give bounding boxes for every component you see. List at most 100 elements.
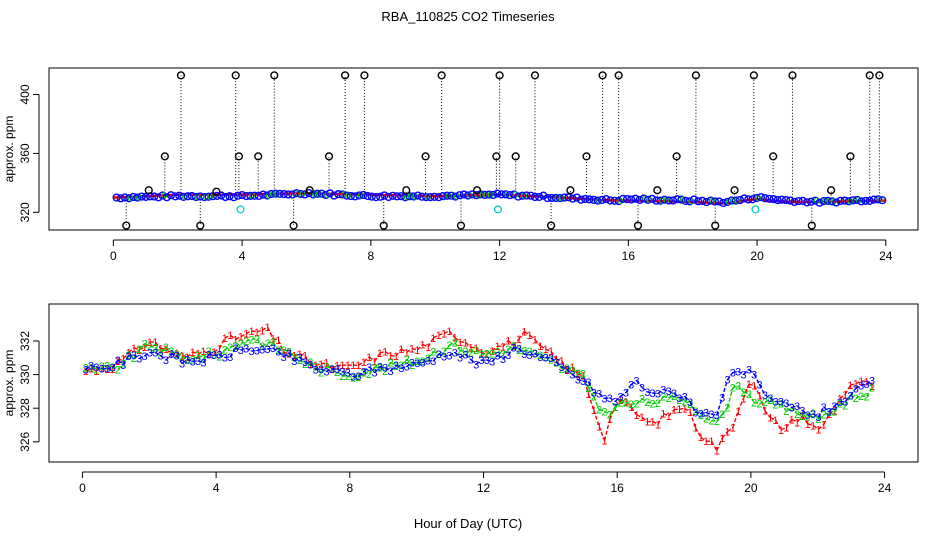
series-1-segment (684, 407, 691, 413)
analyzer-point (786, 196, 795, 205)
series-3-segment (641, 386, 648, 393)
series-3-marker: 3 (206, 349, 212, 361)
series-3-segment (583, 380, 589, 383)
series-1-marker: 1 (527, 330, 533, 342)
spike-point (691, 71, 701, 80)
analyzer-point (359, 190, 368, 200)
series-1-marker: 1 (666, 411, 672, 423)
series-3-segment (844, 394, 852, 403)
series-3-segment (555, 361, 563, 368)
series-2-marker: 2 (564, 363, 570, 375)
series-1-segment (90, 367, 97, 372)
series-2-segment (454, 341, 461, 352)
spike-point (749, 71, 758, 80)
series-2-segment (101, 364, 108, 367)
x-tick-label: 16 (622, 249, 636, 263)
analyzer-point (614, 196, 623, 206)
series-1-segment (663, 412, 669, 417)
series-3-marker: 3 (789, 403, 795, 415)
series-3-segment (497, 354, 504, 360)
series-3-marker: 3 (660, 384, 666, 396)
series-3-segment (684, 396, 691, 403)
analyzer-point-green (688, 198, 695, 205)
series-2-segment (705, 418, 712, 422)
analyzer-point (731, 196, 740, 205)
analyzer-point (271, 189, 280, 198)
series-1-marker: 1 (457, 337, 463, 349)
series-3-marker: 3 (334, 364, 340, 376)
analyzer-point (556, 193, 565, 203)
series-1-marker: 1 (388, 351, 394, 363)
series-3-marker: 3 (708, 409, 714, 421)
series-2-marker: 2 (537, 350, 543, 362)
series-2-marker: 2 (500, 349, 506, 361)
analyzer-point (597, 195, 607, 205)
series-3-segment (299, 356, 306, 363)
series-3-segment (309, 363, 317, 370)
series-1-segment (620, 399, 627, 403)
series-2-segment (181, 355, 188, 361)
analyzer-point (250, 191, 259, 200)
series-3-marker: 3 (425, 355, 431, 367)
series-1-marker: 1 (281, 347, 287, 359)
x-tick-label: 8 (368, 249, 375, 263)
analyzer-point (631, 194, 640, 203)
series-3-segment (849, 387, 857, 396)
series-1-marker: 1 (382, 347, 388, 359)
series-2-marker: 2 (730, 383, 736, 395)
series-2-segment (400, 358, 408, 366)
analyzer-point (455, 191, 464, 200)
series-3-marker: 3 (607, 393, 613, 405)
analyzer-point (710, 197, 720, 206)
analyzer-point (811, 196, 820, 205)
series-1-marker: 1 (286, 348, 292, 360)
series-2-segment (647, 401, 653, 405)
series-3-marker: 3 (259, 344, 265, 356)
series-3-marker: 3 (436, 349, 442, 361)
series-1-marker: 1 (698, 432, 704, 444)
series-2-segment (481, 352, 487, 355)
series-3-marker: 3 (799, 406, 805, 418)
series-2-marker: 2 (516, 345, 522, 357)
series-1-segment (400, 348, 408, 353)
series-3-segment (122, 355, 130, 366)
spike-point (421, 152, 430, 161)
series-2-segment (106, 364, 113, 368)
series-1-marker: 1 (436, 330, 442, 342)
series-2-segment (245, 338, 252, 342)
analyzer-point (363, 191, 372, 201)
series-2-segment (673, 395, 680, 401)
series-3-marker: 3 (275, 347, 281, 359)
series-2-marker: 2 (430, 346, 436, 358)
series-3-marker: 3 (109, 363, 115, 375)
series-3-segment (432, 353, 440, 362)
series-1-marker: 1 (805, 419, 811, 431)
series-1-marker: 1 (719, 433, 725, 445)
series-3-marker: 3 (494, 350, 500, 362)
series-3-marker: 3 (746, 365, 752, 377)
series-3-segment (636, 380, 643, 388)
analyzer-point (593, 196, 602, 205)
analyzer-point (141, 192, 150, 201)
series-3-marker: 3 (698, 408, 704, 420)
series-3-segment (293, 356, 301, 362)
series-3-marker: 3 (532, 349, 538, 361)
series-3-segment (454, 351, 461, 358)
series-1-marker: 1 (794, 417, 800, 429)
spike-point (672, 152, 681, 161)
series-3-marker: 3 (142, 351, 148, 363)
series-3-segment (566, 368, 573, 376)
series-2-segment (90, 366, 97, 370)
series-2-segment (491, 351, 498, 354)
series-2-segment (449, 341, 456, 346)
series-1-marker: 1 (179, 350, 185, 362)
series-1-marker: 1 (345, 360, 351, 372)
analyzer-point (179, 192, 188, 202)
series-1-segment (529, 334, 536, 341)
series-1-marker: 1 (869, 381, 875, 393)
series-2-marker: 2 (644, 397, 650, 409)
series-1-segment (272, 337, 279, 341)
series-3-marker: 3 (762, 390, 768, 402)
x-axis-label: Hour of Day (UTC) (414, 516, 522, 531)
spike-point (231, 71, 240, 80)
